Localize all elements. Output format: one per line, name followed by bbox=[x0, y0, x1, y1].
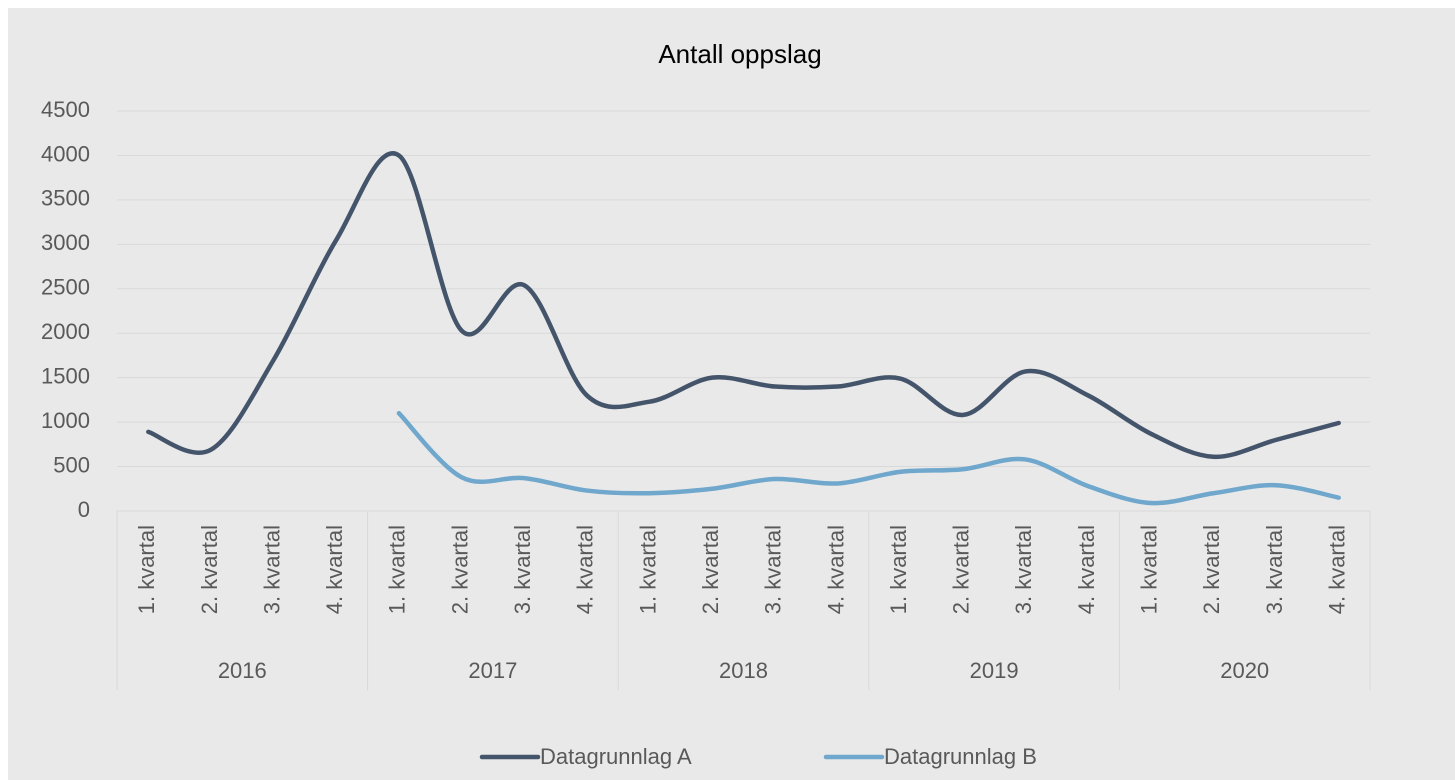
x-tick-label: 1. kvartal bbox=[886, 525, 911, 614]
legend-label: Datagrunnlag A bbox=[540, 744, 692, 769]
x-tick-label: 4. kvartal bbox=[1324, 525, 1349, 614]
y-tick-label: 4000 bbox=[41, 141, 90, 166]
group-label: 2019 bbox=[970, 658, 1019, 683]
group-label: 2017 bbox=[468, 658, 517, 683]
y-tick-label: 3000 bbox=[41, 230, 90, 255]
x-tick-label: 4. kvartal bbox=[322, 525, 347, 614]
x-tick-label: 4. kvartal bbox=[823, 525, 848, 614]
x-tick-label: 3. kvartal bbox=[1011, 525, 1036, 614]
y-tick-label: 4500 bbox=[41, 97, 90, 122]
y-tick-label: 3500 bbox=[41, 186, 90, 211]
data-line bbox=[146, 151, 1341, 460]
x-tick-label: 2. kvartal bbox=[447, 525, 472, 614]
data-line bbox=[396, 410, 1341, 506]
x-tick-label: 1. kvartal bbox=[1137, 525, 1162, 614]
chart-title: Antall oppslag bbox=[658, 39, 821, 69]
x-tick-label: 2. kvartal bbox=[698, 525, 723, 614]
y-tick-label: 2000 bbox=[41, 319, 90, 344]
x-tick-label: 1. kvartal bbox=[385, 525, 410, 614]
x-tick-label: 3. kvartal bbox=[510, 525, 535, 614]
y-tick-label: 2500 bbox=[41, 275, 90, 300]
x-tick-label: 3. kvartal bbox=[259, 525, 284, 614]
x-tick-label: 2. kvartal bbox=[197, 525, 222, 614]
x-tick-label: 2. kvartal bbox=[949, 525, 974, 614]
x-tick-label: 4. kvartal bbox=[1074, 525, 1099, 614]
y-tick-label: 500 bbox=[53, 452, 90, 477]
chart-background bbox=[8, 8, 1455, 780]
x-tick-label: 3. kvartal bbox=[761, 525, 786, 614]
legend-label: Datagrunnlag B bbox=[884, 744, 1037, 769]
x-tick-label: 1. kvartal bbox=[635, 525, 660, 614]
y-tick-label: 1000 bbox=[41, 408, 90, 433]
group-label: 2018 bbox=[719, 658, 768, 683]
group-label: 2020 bbox=[1220, 658, 1269, 683]
x-tick-label: 4. kvartal bbox=[573, 525, 598, 614]
y-tick-label: 1500 bbox=[41, 363, 90, 388]
x-tick-label: 2. kvartal bbox=[1199, 525, 1224, 614]
x-tick-label: 3. kvartal bbox=[1262, 525, 1287, 614]
y-tick-label: 0 bbox=[78, 497, 90, 522]
x-tick-label: 1. kvartal bbox=[134, 525, 159, 614]
group-label: 2016 bbox=[218, 658, 267, 683]
